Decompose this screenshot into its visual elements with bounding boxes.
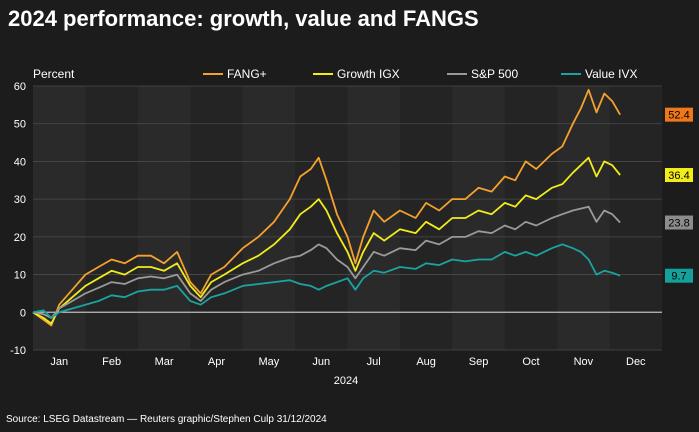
x-tick-label: Mar [155, 356, 174, 368]
month-bands [33, 86, 662, 350]
legend-item: S&P 500 [447, 67, 518, 81]
y-tick-label: 30 [14, 194, 26, 206]
legend: FANG+ Growth IGX S&P 500 Value IVX [203, 67, 637, 81]
y-tick-label: 60 [14, 81, 26, 93]
legend-label: Growth IGX [337, 67, 400, 81]
x-tick-label: Oct [522, 356, 539, 368]
y-axis-label: Percent [33, 67, 75, 81]
series-line [32, 205, 621, 319]
y-tick-label: 40 [14, 156, 26, 168]
x-tick-label: Jan [50, 356, 68, 368]
end-label-text: 9.7 [671, 271, 686, 283]
y-axis-ticks: -10 0 10 20 30 40 50 60 [10, 81, 26, 357]
x-tick-label: Feb [102, 356, 121, 368]
month-band [85, 86, 138, 350]
end-label-text: 36.4 [668, 170, 689, 182]
month-band [399, 86, 453, 350]
x-tick-label: Sep [469, 356, 489, 368]
y-tick-label: -10 [10, 345, 26, 357]
x-axis-label: 2024 [334, 375, 358, 387]
y-tick-label: 0 [20, 307, 26, 319]
legend-item: Value IVX [561, 67, 637, 81]
legend-label: Value IVX [585, 67, 637, 81]
month-band [190, 86, 243, 350]
page-title: 2024 performance: growth, value and FANG… [8, 6, 479, 31]
month-band [504, 86, 558, 350]
x-tick-label: May [258, 356, 279, 368]
end-label: 9.7 [665, 268, 693, 283]
series-line [32, 243, 621, 319]
x-tick-label: Jun [312, 356, 330, 368]
y-tick-label: 50 [14, 119, 26, 131]
end-label-box [665, 107, 693, 122]
month-band [609, 86, 662, 350]
end-label-box [665, 168, 693, 183]
x-tick-label: Nov [574, 356, 594, 368]
series-line [32, 156, 621, 325]
series-lines [32, 88, 621, 327]
legend-item: Growth IGX [313, 67, 400, 81]
y-tick-label: 10 [14, 270, 26, 282]
y-tick-label: 20 [14, 232, 26, 244]
end-label: 36.4 [665, 168, 693, 183]
end-labels: 52.4 36.4 23.8 9.7 [665, 107, 693, 283]
source-note: Source: LSEG Datastream — Reuters graphi… [6, 414, 327, 425]
end-label-box [665, 268, 693, 283]
end-label: 23.8 [665, 215, 693, 230]
x-tick-label: Dec [626, 356, 646, 368]
x-tick-label: Aug [416, 356, 436, 368]
x-tick-label: Apr [208, 356, 225, 368]
x-tick-label: Jul [367, 356, 381, 368]
legend-label: S&P 500 [471, 67, 518, 81]
series-line [32, 88, 621, 327]
end-label: 52.4 [665, 107, 693, 122]
x-axis-ticks: Jan Feb Mar Apr May Jun Jul Aug Sep Oct Nov Dec [50, 356, 646, 368]
legend-label: FANG+ [227, 67, 267, 81]
end-label-text: 23.8 [668, 218, 689, 230]
legend-item: FANG+ [203, 67, 267, 81]
end-label-text: 52.4 [668, 110, 689, 122]
end-label-box [665, 215, 693, 230]
